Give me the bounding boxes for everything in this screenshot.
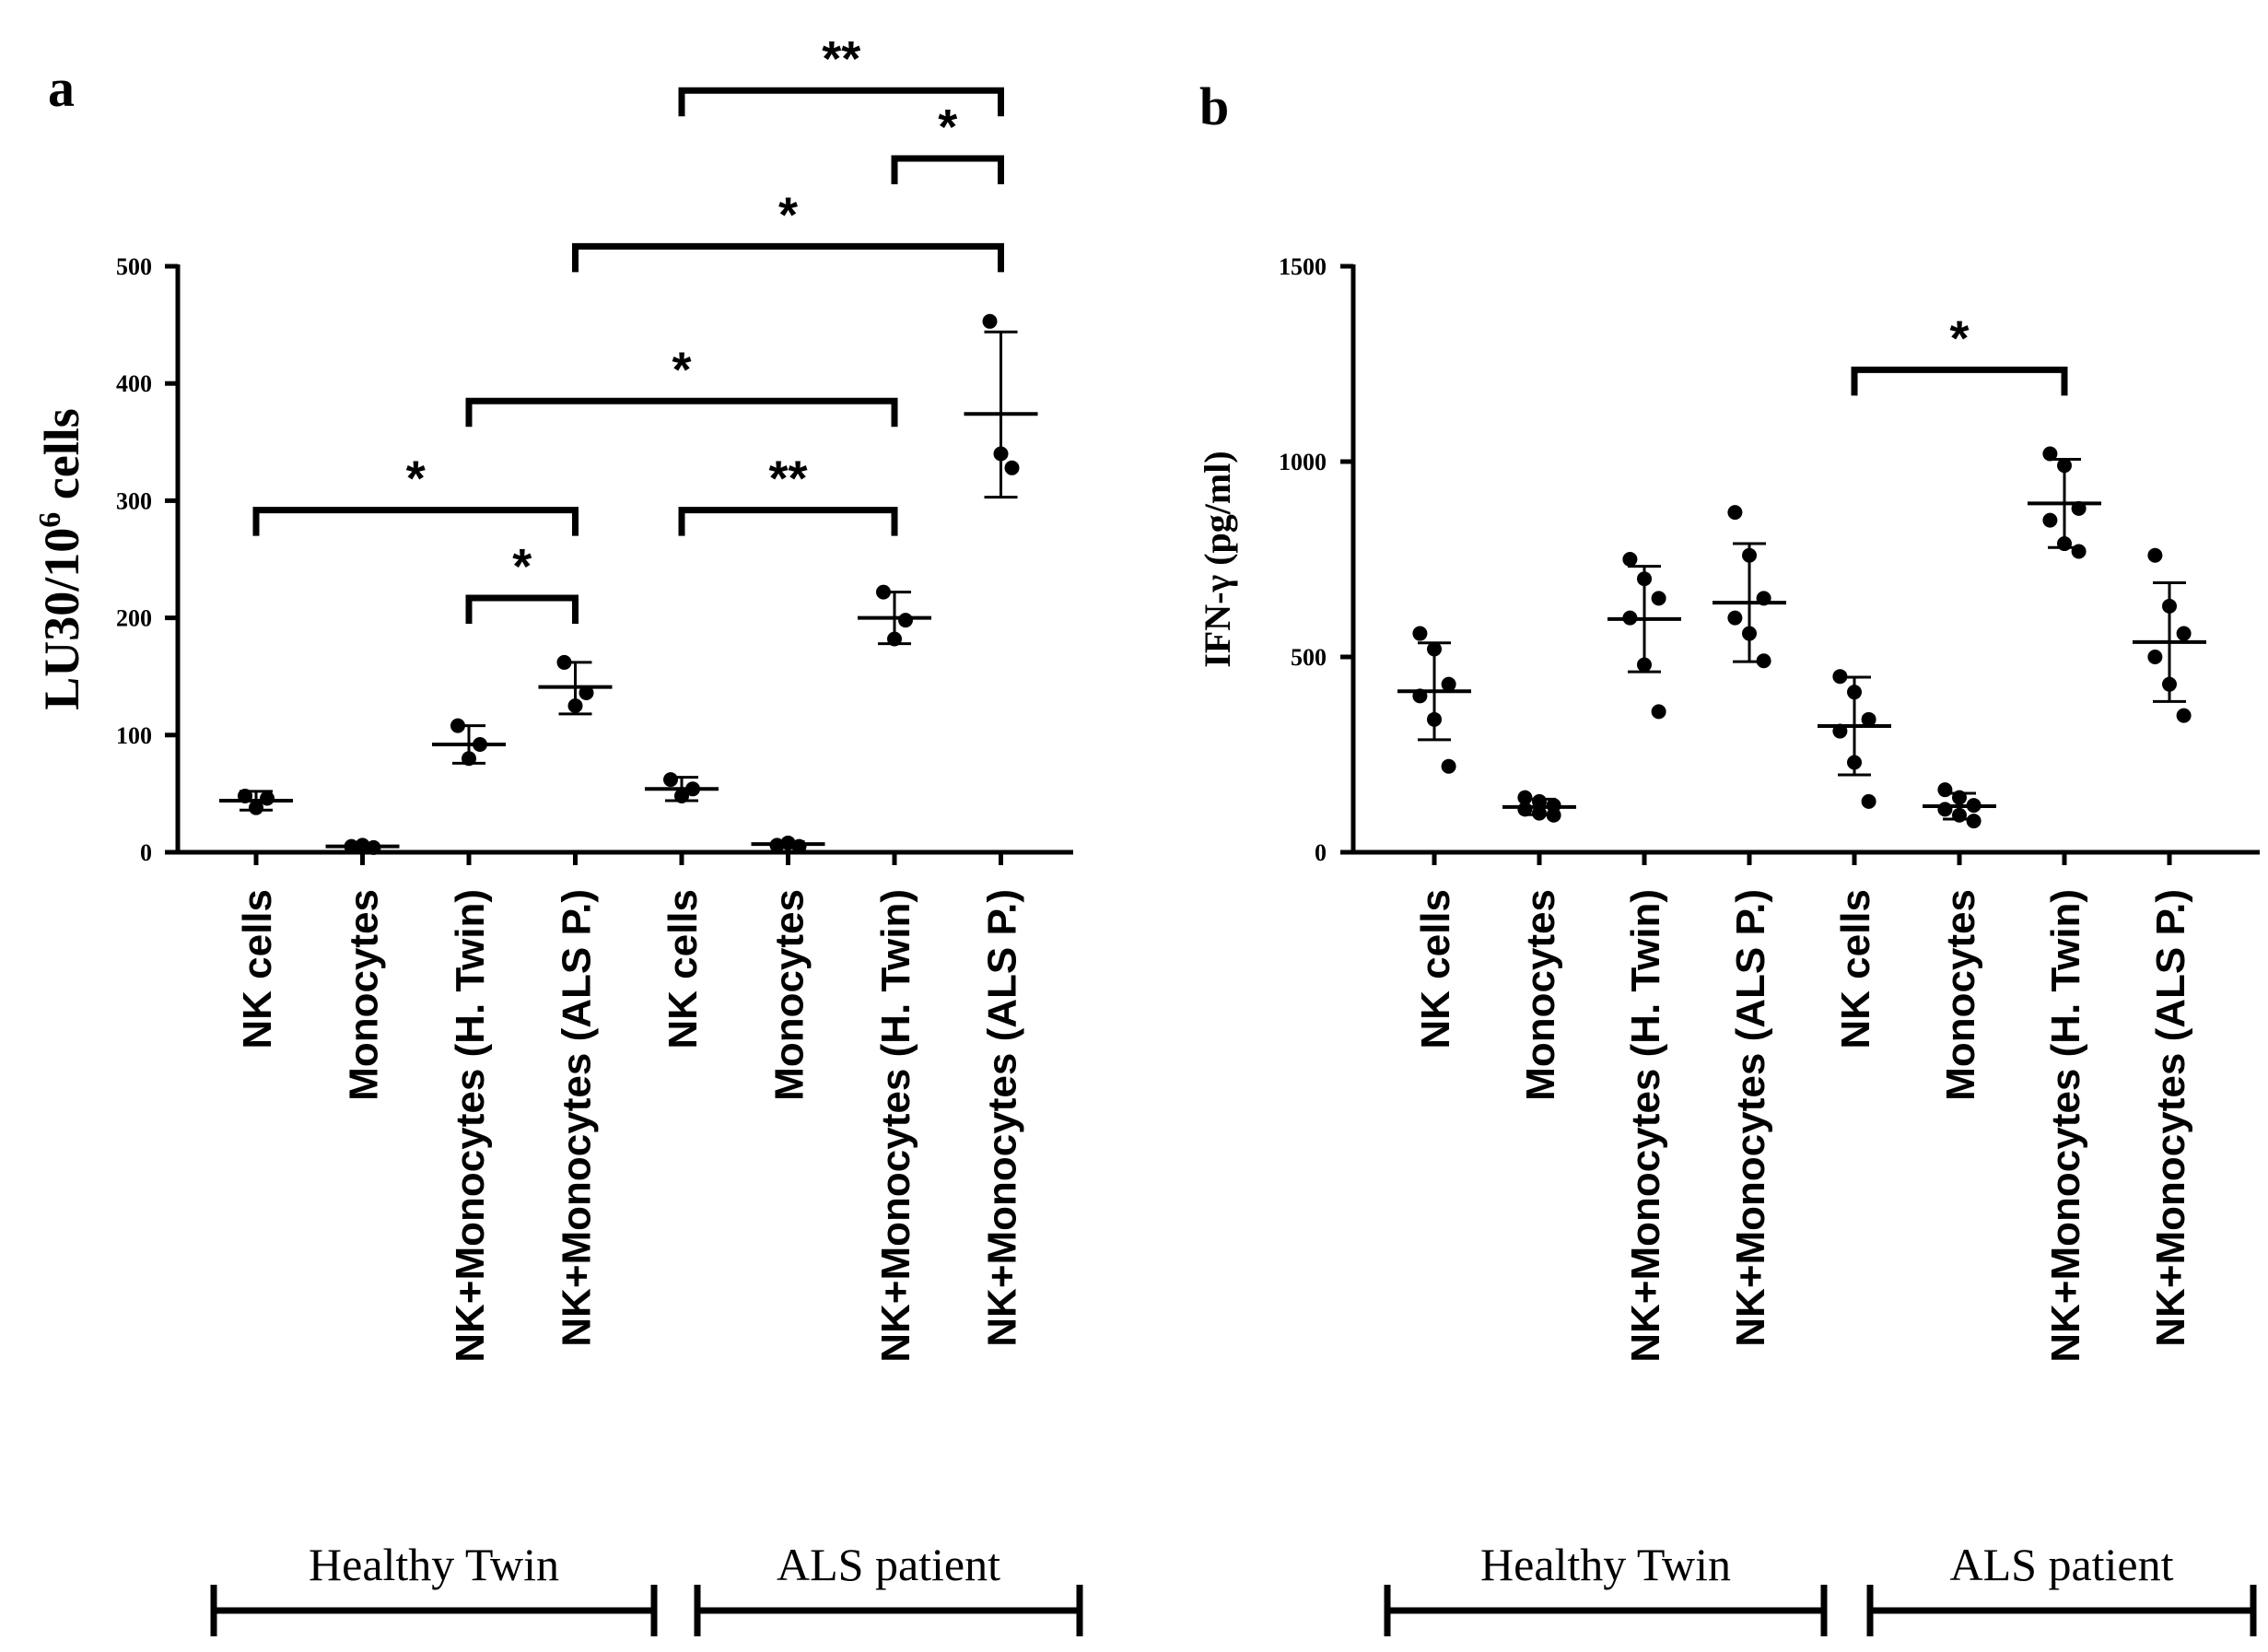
data-point bbox=[1622, 552, 1638, 567]
y-tick-label: 1000 bbox=[1279, 449, 1327, 475]
category-label: NK+Monocytes (H. Twin) bbox=[2043, 889, 2088, 1363]
data-point bbox=[1441, 676, 1456, 692]
significance-bracket bbox=[572, 242, 1004, 273]
y-tick-label: 100 bbox=[116, 722, 152, 749]
significance-bracket bbox=[678, 87, 1004, 117]
data-point bbox=[1937, 802, 1953, 817]
significance-label: * bbox=[512, 539, 532, 594]
category-label: NK+Monocytes (H. Twin) bbox=[448, 889, 493, 1363]
data-point bbox=[2147, 650, 2163, 664]
data-point bbox=[2042, 512, 2058, 528]
data-point bbox=[1727, 610, 1743, 626]
panel-b-chart: b 0 500 1000 1500 IFN-γ (pg/ml) NK cells Monocy… bbox=[1197, 76, 2260, 1636]
category-label: Monocytes bbox=[1938, 889, 1983, 1101]
significance-label: * bbox=[406, 451, 426, 507]
data-point bbox=[898, 613, 913, 628]
significance-bracket bbox=[465, 594, 579, 624]
data-point bbox=[2176, 626, 2192, 641]
category-label: NK cells bbox=[1833, 889, 1878, 1049]
significance-bracket bbox=[1851, 366, 2068, 396]
y-tick-label: 0 bbox=[140, 839, 152, 866]
data-point bbox=[1966, 814, 1982, 829]
category-label: NK cells bbox=[235, 889, 280, 1049]
significance-label: ** bbox=[822, 31, 860, 87]
data-point bbox=[1651, 591, 1666, 606]
data-point bbox=[1517, 790, 1533, 805]
data-point bbox=[1412, 626, 1428, 641]
data-point bbox=[2176, 708, 2192, 723]
significance-bracket bbox=[252, 507, 579, 536]
group-label: Healthy Twin bbox=[309, 1539, 559, 1590]
data-point bbox=[2147, 547, 2163, 563]
group-label: Healthy Twin bbox=[1480, 1539, 1731, 1590]
data-point bbox=[1441, 758, 1456, 774]
y-tick-label: 400 bbox=[116, 370, 152, 397]
panel-a-chart: a 0 100 200 300 400 500 LU30/106 cells NK cells M… bbox=[33, 31, 1083, 1636]
data-point bbox=[579, 685, 594, 701]
y-tick-label: 300 bbox=[116, 487, 152, 514]
group-label: ALS patient bbox=[1949, 1539, 2173, 1590]
data-point bbox=[1861, 793, 1876, 809]
y-tick-label: 1500 bbox=[1279, 253, 1327, 280]
significance-bracket bbox=[465, 397, 898, 428]
significance-label: * bbox=[778, 187, 798, 242]
y-tick-label: 500 bbox=[1291, 644, 1327, 671]
y-axis-label: LU30/106 cells bbox=[33, 408, 89, 710]
data-point bbox=[1937, 782, 1953, 798]
data-point bbox=[982, 313, 998, 329]
significance-bracket bbox=[678, 507, 898, 536]
y-tick-label: 0 bbox=[1315, 839, 1327, 866]
category-label: NK+Monocytes (ALS P.) bbox=[980, 889, 1025, 1347]
significance-label: ** bbox=[768, 451, 807, 507]
y-axis-label: IFN-γ (pg/ml) bbox=[1197, 451, 1238, 667]
category-label: Monocytes bbox=[342, 889, 387, 1101]
category-label: Monocytes bbox=[767, 889, 813, 1101]
category-label: Monocytes bbox=[1518, 889, 1563, 1101]
y-tick-label: 500 bbox=[116, 253, 152, 280]
category-label: NK+Monocytes (ALS P.) bbox=[1728, 889, 1773, 1347]
category-label: NK+Monocytes (ALS P.) bbox=[2148, 889, 2193, 1347]
category-label: NK+Monocytes (H. Twin) bbox=[873, 889, 918, 1363]
data-point bbox=[1727, 505, 1743, 521]
significance-label: * bbox=[672, 342, 691, 397]
category-label: NK+Monocytes (ALS P.) bbox=[555, 889, 600, 1347]
data-point bbox=[260, 791, 275, 806]
panel-label: b bbox=[1199, 76, 1229, 136]
data-point bbox=[1861, 711, 1876, 727]
group-label: ALS patient bbox=[777, 1539, 1000, 1590]
data-point bbox=[1004, 460, 1020, 475]
significance-bracket bbox=[891, 155, 1004, 184]
y-tick-label: 200 bbox=[116, 605, 152, 632]
data-point bbox=[2042, 446, 2058, 462]
significance-label: * bbox=[1949, 310, 1969, 366]
category-label: NK cells bbox=[1413, 889, 1458, 1049]
category-label: NK cells bbox=[661, 889, 706, 1049]
significance-label: * bbox=[938, 100, 957, 155]
data-point bbox=[1651, 704, 1666, 720]
panel-label: a bbox=[48, 58, 75, 118]
category-label: NK+Monocytes (H. Twin) bbox=[1623, 889, 1668, 1363]
data-point bbox=[663, 772, 678, 788]
